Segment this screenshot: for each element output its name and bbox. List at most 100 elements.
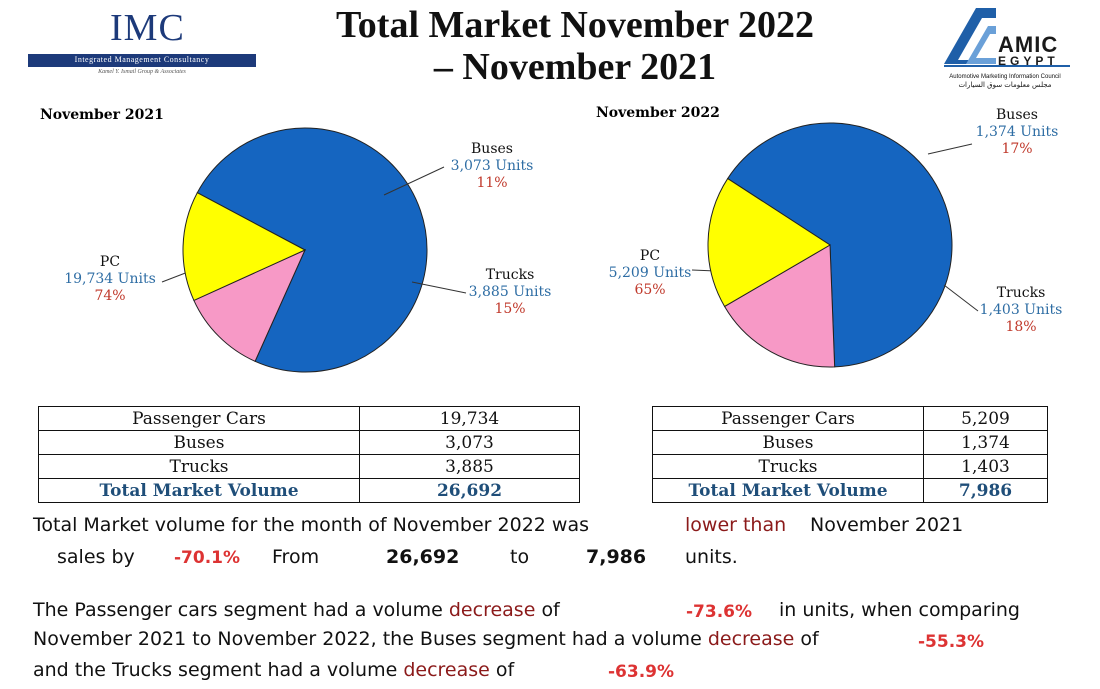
- table-total-row: Total Market Volume 7,986: [652, 478, 1048, 503]
- summary-pct: -70.1%: [174, 548, 241, 568]
- summary-lower-than: lower than: [685, 514, 787, 536]
- table-cell: Passenger Cars: [38, 406, 360, 431]
- amic-logo-text: AMIC: [998, 32, 1059, 57]
- page-title-line1: Total Market November 2022: [335, 4, 815, 46]
- slice-name-label: Trucks: [486, 267, 535, 283]
- summary-line1: Total Market volume for the month of Nov…: [33, 514, 589, 536]
- table-row: Passenger Cars 5,209: [652, 406, 1048, 431]
- table-cell: 26,692: [359, 478, 580, 503]
- pie-slice-buses: [193, 248, 306, 362]
- imc-logo-text: IMC: [110, 7, 185, 49]
- slice-units-label: 3,073 Units: [451, 158, 534, 174]
- imc-logo-bar: [28, 54, 256, 67]
- chart-title-nov21: November 2021: [40, 107, 164, 123]
- segments-text: The Passenger cars segment had a volume: [33, 599, 443, 621]
- slice-units-label: 3,885 Units: [469, 284, 552, 300]
- amic-logo: AMIC EGYPT Automotive Marketing Informat…: [936, 4, 1074, 94]
- leader-line: [161, 271, 189, 283]
- slice-name-label: Buses: [471, 141, 513, 157]
- segments-decrease: decrease: [448, 599, 536, 621]
- summary-sales-by: sales by: [57, 546, 135, 568]
- table-cell: Passenger Cars: [652, 406, 924, 431]
- summary-from-value: 26,692: [386, 546, 460, 568]
- table-row: Passenger Cars 19,734: [38, 406, 580, 431]
- table-cell: Buses: [652, 430, 924, 455]
- amic-logo-caption: Automotive Marketing Information Council: [949, 74, 1061, 80]
- slice-pct-label: 65%: [634, 282, 665, 298]
- amic-logo-sub: EGYPT: [998, 54, 1059, 68]
- volume-table-nov21: Passenger Cars 19,734 Buses 3,073 Trucks 3,…: [38, 406, 580, 503]
- slice-name-label: Trucks: [997, 285, 1046, 301]
- segments-line1: The Passenger cars segment had a volume …: [33, 599, 560, 621]
- segments-line3: and the Trucks segment had a volume decr…: [33, 659, 514, 681]
- table-cell: 3,073: [359, 430, 580, 455]
- leader-line: [927, 143, 973, 155]
- segments-decrease: decrease: [403, 659, 490, 681]
- leader-line: [943, 284, 979, 312]
- pie-slice-buses: [723, 244, 836, 368]
- imc-logo: IMC Integrated Management Consultancy Ka…: [28, 6, 258, 75]
- page-title-line2: – November 2021: [433, 46, 717, 88]
- summary-to-value: 7,986: [586, 546, 647, 568]
- table-cell: 1,403: [923, 454, 1048, 479]
- pie-slice-pc: [196, 127, 428, 373]
- segments-decrease: decrease: [707, 628, 795, 650]
- truck-change-pct: -63.9%: [608, 662, 675, 682]
- segments-text: November 2021 to November 2022, the Buse…: [33, 628, 702, 650]
- slice-units-label: 1,374 Units: [976, 124, 1059, 140]
- slice-pct-label: 18%: [1005, 319, 1036, 335]
- slice-pct-label: 17%: [1001, 141, 1032, 157]
- slice-name-label: Buses: [996, 107, 1038, 123]
- summary-compare-month: November 2021: [810, 514, 964, 536]
- table-cell: Buses: [38, 430, 360, 455]
- slice-name-label: PC: [100, 254, 120, 270]
- summary-from: From: [272, 546, 320, 568]
- table-cell: Total Market Volume: [652, 478, 924, 503]
- table-row: Buses 3,073: [38, 430, 580, 455]
- segments-of: of: [541, 599, 560, 621]
- summary-text: Total Market volume for the month of Nov…: [33, 514, 589, 536]
- table-cell: Trucks: [38, 454, 360, 479]
- segments-text: and the Trucks segment had a volume: [33, 659, 398, 681]
- table-row: Trucks 3,885: [38, 454, 580, 479]
- slice-pct-label: 74%: [94, 288, 125, 304]
- page-title: Total Market November 2022 – November 20…: [250, 4, 900, 88]
- imc-logo-tagline: Kamel Y. Ismail Group & Associates: [98, 69, 186, 75]
- volume-table-nov22: Passenger Cars 5,209 Buses 1,374 Trucks 1,4…: [652, 406, 1048, 503]
- table-cell: Total Market Volume: [38, 478, 360, 503]
- table-cell: Trucks: [652, 454, 924, 479]
- table-row: Trucks 1,403: [652, 454, 1048, 479]
- pie-slice-pc: [726, 122, 953, 368]
- slice-pct-label: 15%: [494, 301, 525, 317]
- summary-units: units.: [685, 546, 738, 568]
- table-cell: 1,374: [923, 430, 1048, 455]
- table-cell: 19,734: [359, 406, 580, 431]
- segments-of: of: [495, 659, 515, 681]
- table-row: Buses 1,374: [652, 430, 1048, 455]
- segments-comparing: in units, when comparing: [779, 599, 1020, 621]
- pie-slice-trucks: [182, 192, 307, 302]
- leader-line: [383, 166, 445, 196]
- amic-logo-caption-ar: مجلس معلومات سوق السيارات: [958, 81, 1052, 89]
- table-total-row: Total Market Volume 26,692: [38, 478, 580, 503]
- imc-logo-subtitle: Integrated Management Consultancy: [74, 55, 210, 64]
- table-cell: 5,209: [923, 406, 1048, 431]
- slice-pct-label: 11%: [476, 175, 507, 191]
- pie-slice-trucks: [707, 177, 831, 308]
- table-cell: 7,986: [923, 478, 1048, 503]
- leader-line: [411, 281, 467, 294]
- slice-units-label: 5,209 Units: [609, 265, 692, 281]
- slice-units-label: 19,734 Units: [64, 271, 156, 287]
- slice-name-label: PC: [640, 248, 660, 264]
- table-cell: 3,885: [359, 454, 580, 479]
- amic-logo-graphic: [944, 8, 1070, 67]
- pc-change-pct: -73.6%: [686, 602, 753, 622]
- chart-title-nov22: November 2022: [596, 105, 720, 121]
- bus-change-pct: -55.3%: [918, 632, 985, 652]
- summary-to: to: [510, 546, 530, 568]
- segments-line2: November 2021 to November 2022, the Buse…: [33, 628, 819, 650]
- segments-of: of: [800, 628, 819, 650]
